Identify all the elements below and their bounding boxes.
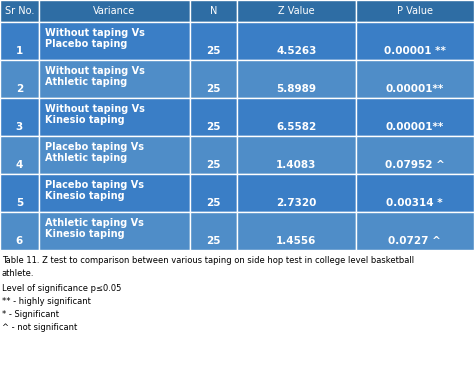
Text: 25: 25 (206, 197, 220, 207)
Text: 25: 25 (206, 46, 220, 55)
Text: 0.00001**: 0.00001** (386, 84, 444, 93)
Text: Athletic taping: Athletic taping (45, 153, 127, 163)
Text: athlete.: athlete. (2, 269, 35, 278)
Text: 6: 6 (16, 235, 23, 246)
Bar (237, 136, 356, 174)
Text: Without taping Vs: Without taping Vs (45, 66, 145, 76)
Text: Without taping Vs: Without taping Vs (45, 104, 145, 114)
Text: Athletic taping: Athletic taping (45, 77, 127, 87)
Text: * - Significant: * - Significant (2, 310, 59, 319)
Text: 25: 25 (206, 84, 220, 93)
Text: 1.4083: 1.4083 (276, 160, 317, 169)
Bar (356, 60, 474, 98)
Bar (356, 98, 474, 136)
Bar (190, 136, 237, 174)
Text: Level of significance p≤0.05: Level of significance p≤0.05 (2, 284, 121, 293)
Text: 25: 25 (206, 235, 220, 246)
Bar (237, 22, 356, 60)
Bar (0, 174, 39, 212)
Bar (39, 212, 190, 250)
Bar (356, 212, 474, 250)
Text: 2.7320: 2.7320 (276, 197, 317, 207)
Bar (190, 212, 237, 250)
Text: 3: 3 (16, 122, 23, 131)
Bar (0, 136, 39, 174)
Bar (39, 0, 190, 22)
Bar (237, 212, 356, 250)
Bar (190, 60, 237, 98)
Text: Variance: Variance (93, 6, 136, 16)
Bar (0, 98, 39, 136)
Bar (0, 22, 39, 60)
Text: Placebo taping Vs: Placebo taping Vs (45, 180, 144, 190)
Bar (0, 212, 39, 250)
Bar (237, 174, 356, 212)
Bar (356, 136, 474, 174)
Text: 1: 1 (16, 46, 23, 55)
Bar (356, 174, 474, 212)
Text: 0.0727 ^: 0.0727 ^ (388, 235, 441, 246)
Bar (190, 22, 237, 60)
Text: Athletic taping Vs: Athletic taping Vs (45, 218, 144, 228)
Text: Without taping Vs: Without taping Vs (45, 28, 145, 38)
Bar (39, 22, 190, 60)
Text: Kinesio taping: Kinesio taping (45, 191, 124, 201)
Bar (0, 60, 39, 98)
Text: Sr No.: Sr No. (5, 6, 34, 16)
Bar (39, 136, 190, 174)
Bar (237, 60, 356, 98)
Text: P Value: P Value (397, 6, 433, 16)
Bar (190, 98, 237, 136)
Text: 6.5582: 6.5582 (276, 122, 316, 131)
Text: 4: 4 (16, 160, 23, 169)
Text: Placebo taping Vs: Placebo taping Vs (45, 142, 144, 151)
Text: Placebo taping: Placebo taping (45, 39, 127, 49)
Text: 0.00314 *: 0.00314 * (386, 197, 443, 207)
Text: ** - highly significant: ** - highly significant (2, 297, 91, 306)
Text: Z Value: Z Value (278, 6, 315, 16)
Text: Kinesio taping: Kinesio taping (45, 115, 124, 125)
Text: 25: 25 (206, 160, 220, 169)
Text: 5.8989: 5.8989 (276, 84, 316, 93)
Bar (237, 98, 356, 136)
Text: 0.07952 ^: 0.07952 ^ (385, 160, 445, 169)
Text: Table 11. Z test to comparison between various taping on side hop test in colleg: Table 11. Z test to comparison between v… (2, 256, 414, 265)
Bar (39, 174, 190, 212)
Text: ^ - not significant: ^ - not significant (2, 323, 77, 332)
Text: 0.00001**: 0.00001** (386, 122, 444, 131)
Text: 0.00001 **: 0.00001 ** (384, 46, 446, 55)
Text: 25: 25 (206, 122, 220, 131)
Text: N: N (210, 6, 217, 16)
Bar (39, 98, 190, 136)
Bar (190, 0, 237, 22)
Bar (39, 60, 190, 98)
Text: 1.4556: 1.4556 (276, 235, 317, 246)
Bar (0, 0, 39, 22)
Bar (356, 0, 474, 22)
Text: Kinesio taping: Kinesio taping (45, 229, 124, 239)
Bar (190, 174, 237, 212)
Text: 4.5263: 4.5263 (276, 46, 317, 55)
Text: 2: 2 (16, 84, 23, 93)
Bar (356, 22, 474, 60)
Text: 5: 5 (16, 197, 23, 207)
Bar (237, 0, 356, 22)
